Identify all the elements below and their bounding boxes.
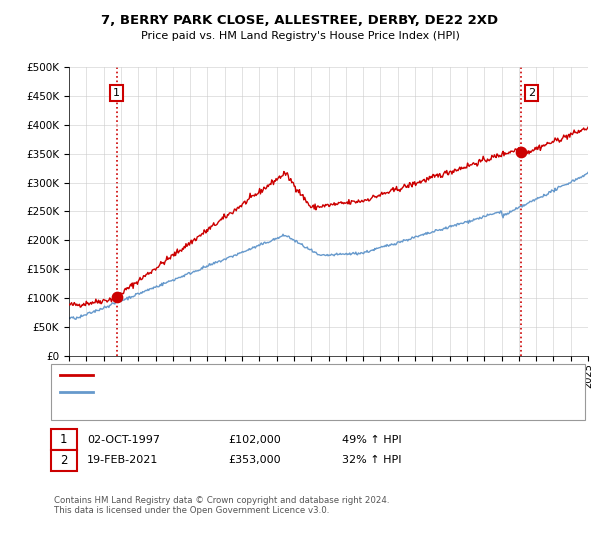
Text: 02-OCT-1997: 02-OCT-1997: [87, 435, 160, 445]
Text: 7, BERRY PARK CLOSE, ALLESTREE, DERBY, DE22 2XD (detached house): 7, BERRY PARK CLOSE, ALLESTREE, DERBY, D…: [99, 370, 473, 380]
Text: 2: 2: [527, 88, 535, 98]
Text: 19-FEB-2021: 19-FEB-2021: [87, 455, 158, 465]
Text: 32% ↑ HPI: 32% ↑ HPI: [342, 455, 401, 465]
Point: [516, 147, 526, 156]
Text: £353,000: £353,000: [228, 455, 281, 465]
Text: 7, BERRY PARK CLOSE, ALLESTREE, DERBY, DE22 2XD: 7, BERRY PARK CLOSE, ALLESTREE, DERBY, D…: [101, 14, 499, 27]
Text: 1: 1: [60, 433, 68, 446]
Text: HPI: Average price, detached house, City of Derby: HPI: Average price, detached house, City…: [99, 387, 361, 397]
Text: £102,000: £102,000: [228, 435, 281, 445]
Text: Price paid vs. HM Land Registry's House Price Index (HPI): Price paid vs. HM Land Registry's House …: [140, 31, 460, 41]
Text: 1: 1: [113, 88, 120, 98]
Point: [112, 292, 121, 301]
Text: 2: 2: [60, 454, 68, 467]
Text: Contains HM Land Registry data © Crown copyright and database right 2024.
This d: Contains HM Land Registry data © Crown c…: [54, 496, 389, 515]
Text: 49% ↑ HPI: 49% ↑ HPI: [342, 435, 401, 445]
